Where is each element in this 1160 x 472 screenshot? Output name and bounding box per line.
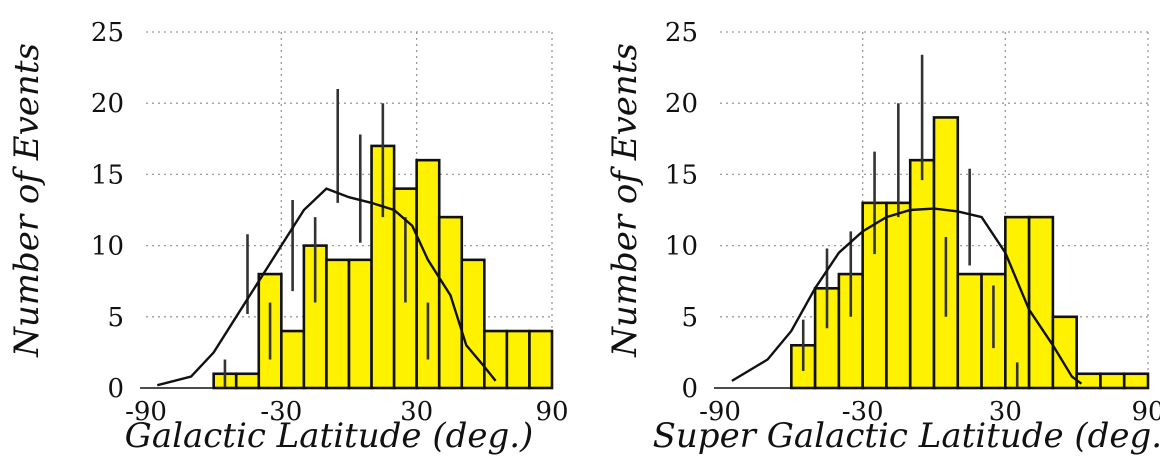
histogram-bar <box>1099 372 1126 390</box>
x-tick-label: -30 <box>260 397 302 427</box>
y-tick-label: 0 <box>681 374 698 404</box>
x-tick-label: 90 <box>1131 397 1160 427</box>
y-tick-label: 25 <box>665 18 698 48</box>
y-tick-label: 15 <box>665 160 698 190</box>
expected-curve <box>731 207 1083 385</box>
x-tick-label: -90 <box>699 397 741 427</box>
histogram-bar <box>1027 215 1055 390</box>
y-tick-label: 5 <box>681 303 698 333</box>
y-tick-label: 20 <box>91 89 124 119</box>
y-tick-label: 20 <box>665 89 698 119</box>
x-tick-label: -90 <box>125 397 167 427</box>
y-axis-title: Number of Events <box>605 43 645 358</box>
y-tick-label: 15 <box>91 160 124 190</box>
x-tick-label: 90 <box>535 397 568 427</box>
y-tick-label: 10 <box>665 232 698 262</box>
histogram-bar <box>956 272 983 390</box>
histogram-bar <box>325 258 351 390</box>
y-tick-label: 0 <box>107 374 124 404</box>
histogram-bar <box>908 158 936 390</box>
histogram-bar <box>1122 372 1150 390</box>
expected-curve <box>157 187 497 387</box>
histogram-bar <box>460 258 486 390</box>
histogram-bar <box>437 215 464 390</box>
histogram-bar <box>505 329 531 390</box>
histogram-bar <box>1075 372 1102 390</box>
x-axis-title: Super Galactic Latitude (deg.) <box>653 416 1160 456</box>
histogram-bar <box>347 258 373 390</box>
y-tick-label: 10 <box>91 232 124 262</box>
x-tick-label: 30 <box>400 397 433 427</box>
x-tick-label: -30 <box>842 397 884 427</box>
x-axis-title: Galactic Latitude (deg.) <box>125 416 534 456</box>
y-axis-title: Number of Events <box>7 43 47 358</box>
y-tick-label: 25 <box>91 18 124 48</box>
histogram-bar <box>528 329 554 390</box>
histogram-bar <box>280 329 306 390</box>
histogram-bar <box>885 201 912 390</box>
y-tick-label: 5 <box>107 303 124 333</box>
histogram-bar <box>234 372 261 390</box>
x-tick-label: 30 <box>989 397 1022 427</box>
